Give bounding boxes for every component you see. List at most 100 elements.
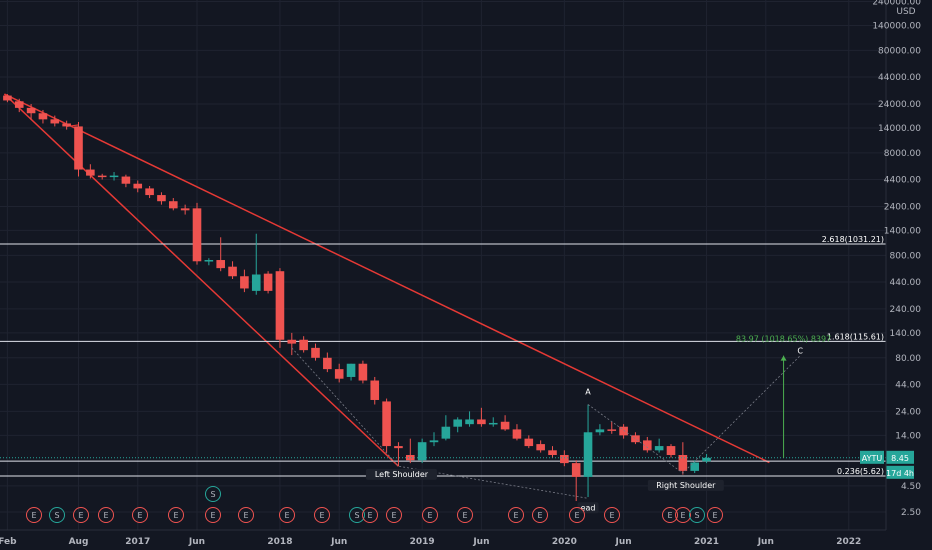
x-tick-label: 2018	[267, 537, 292, 547]
y-tick-label: 4.50	[901, 482, 921, 492]
event-marker[interactable]	[707, 507, 723, 523]
candle-body	[453, 419, 462, 427]
candle-body	[3, 95, 12, 101]
x-tick-label: Jun	[472, 537, 489, 547]
candle-body	[299, 339, 308, 351]
candle-body	[97, 175, 107, 178]
event-marker[interactable]	[604, 507, 620, 523]
candle-body	[441, 426, 451, 439]
event-marker[interactable]	[689, 507, 705, 523]
event-marker-letter: E	[210, 511, 215, 520]
event-marker-letter: E	[574, 511, 579, 520]
event-marker[interactable]	[508, 507, 524, 523]
event-marker-letter: E	[667, 511, 672, 520]
left-shoulder-label: Left Shoulder	[375, 470, 429, 479]
event-marker[interactable]	[49, 507, 65, 523]
candle-body	[536, 444, 545, 451]
candle-body	[619, 426, 628, 436]
upper-trendline[interactable]	[4, 93, 770, 464]
event-marker[interactable]	[314, 507, 330, 523]
x-tick-label: Feb	[0, 537, 17, 547]
fib-level-label: 2.618(1031.21)	[822, 235, 884, 244]
candle-body	[358, 363, 368, 381]
y-tick-label: 240.00	[890, 305, 922, 315]
currency-label: USD	[896, 7, 915, 17]
event-marker[interactable]	[349, 507, 365, 523]
candle-body	[180, 208, 190, 211]
event-marker[interactable]	[675, 507, 691, 523]
candle-body	[74, 126, 83, 170]
event-markers[interactable]: E S E E E E E E E E S E E E E E E E E E E S ES	[26, 486, 723, 523]
event-marker[interactable]	[362, 507, 378, 523]
x-tick-label: Jun	[330, 537, 347, 547]
time-axis[interactable]: Feb Aug 2017 Jun 2018 Jun 2019 Jun 2020 Jun 2021 Ju…	[0, 537, 861, 547]
event-marker-letter: E	[103, 511, 108, 520]
candle-body	[702, 457, 711, 462]
event-marker[interactable]	[532, 507, 548, 523]
event-marker[interactable]	[132, 507, 148, 523]
countdown-badge	[886, 465, 914, 479]
candle-body	[192, 208, 202, 262]
event-marker-letter: E	[78, 511, 83, 520]
event-marker-letter: S	[694, 511, 699, 520]
chart-grid	[0, 0, 886, 530]
event-marker-letter: E	[391, 511, 396, 520]
candle-body	[571, 463, 581, 477]
candle-body	[500, 421, 510, 430]
candle-body	[548, 450, 557, 456]
event-marker[interactable]	[569, 507, 585, 523]
y-tick-label: 14000.00	[878, 124, 921, 134]
event-marker[interactable]	[73, 507, 89, 523]
event-marker[interactable]	[238, 507, 254, 523]
last-price-label: 8.45	[891, 454, 909, 463]
event-marker[interactable]	[205, 486, 221, 502]
y-tick-label: 1400.00	[884, 226, 921, 236]
fib-level-label: 0.236(5.62)	[837, 467, 884, 476]
event-marker[interactable]	[662, 507, 678, 523]
y-tick-label: 44000.00	[878, 73, 921, 83]
candle-body	[512, 429, 522, 439]
fibonacci-levels[interactable]: 2.618(1031.21)1.618(115.61)0.3820.236(5.…	[0, 235, 886, 477]
x-tick-label: 2022	[836, 537, 861, 547]
event-marker[interactable]	[205, 507, 221, 523]
abc-path	[587, 355, 801, 474]
event-marker[interactable]	[26, 507, 42, 523]
candle-body	[678, 455, 688, 471]
event-marker-letter: E	[284, 511, 289, 520]
event-marker[interactable]	[98, 507, 114, 523]
event-marker-letter: E	[319, 511, 324, 520]
candle-body	[26, 107, 36, 114]
event-marker[interactable]	[422, 507, 438, 523]
lower-trendline[interactable]	[3, 93, 399, 467]
candle-body	[607, 429, 617, 431]
candle-body	[595, 429, 605, 433]
projection-label: 83.97 (1018.65%) 8397	[736, 335, 831, 344]
x-tick-label: Jun	[757, 537, 774, 547]
candle-body	[406, 455, 415, 461]
y-tick-label: 240000.00	[872, 0, 921, 8]
candle-body	[370, 380, 380, 400]
pattern-annotations[interactable]: 83.97 (1018.65%) 8397 A C Left Shoulder ead R…	[0, 335, 914, 514]
y-tick-label: 80.00	[895, 354, 921, 364]
event-marker[interactable]	[279, 507, 295, 523]
projection-arrowhead	[780, 355, 787, 361]
y-tick-label: 2.50	[901, 508, 921, 518]
candle-body	[145, 188, 154, 196]
right-shoulder-label: Right Shoulder	[656, 481, 716, 490]
event-marker[interactable]	[168, 507, 184, 523]
candle-body	[417, 442, 427, 461]
candle-body	[14, 101, 24, 108]
event-marker-letter: E	[513, 511, 518, 520]
event-marker[interactable]	[386, 507, 402, 523]
candle-body	[690, 462, 699, 471]
price-axis[interactable]: 240000.00 140000.00 80000.00 44000.00 24000.…	[872, 0, 921, 518]
x-tick-label: 2020	[552, 537, 577, 547]
candle-body	[240, 276, 249, 289]
candle-body	[524, 438, 534, 447]
candle-body	[643, 440, 652, 451]
candle-body	[488, 422, 498, 425]
candle-body	[86, 169, 95, 176]
right-shoulder-label-bg	[647, 479, 724, 491]
event-marker[interactable]	[457, 507, 473, 523]
